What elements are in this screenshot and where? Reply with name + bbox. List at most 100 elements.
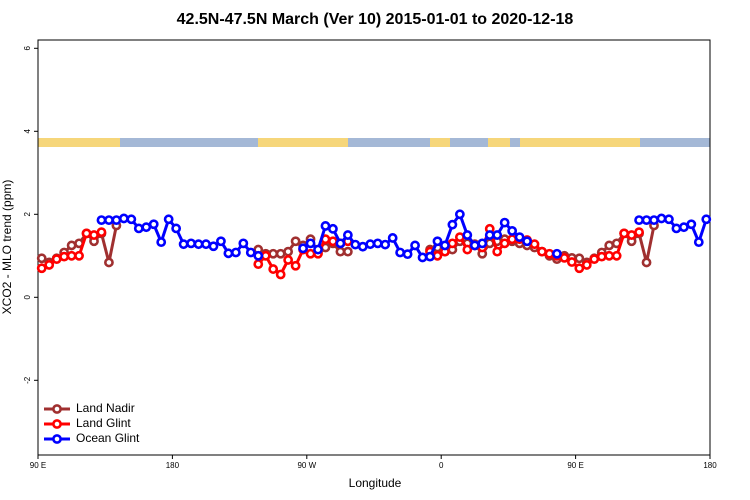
data-point [51, 254, 62, 265]
data-point [440, 240, 450, 251]
data-point [171, 223, 182, 234]
data-point [275, 269, 286, 280]
x-tick-label: 90 E [30, 461, 46, 470]
data-point [462, 244, 473, 255]
x-tick-label: 90 E [567, 461, 583, 470]
data-point [208, 241, 219, 252]
data-point [537, 246, 547, 257]
data-point [432, 250, 443, 261]
land-strip [430, 138, 450, 147]
data-point [671, 223, 682, 234]
data-point [290, 260, 301, 271]
plot-frame [37, 39, 711, 456]
data-point [104, 257, 114, 268]
data-point [36, 263, 47, 274]
legend-label: Land Glint [76, 416, 131, 430]
x-tick-label: 90 W [297, 461, 316, 470]
data-point [216, 236, 226, 247]
data-point [328, 223, 338, 234]
data-point [126, 214, 137, 225]
data-point [96, 227, 107, 238]
data-point [507, 234, 518, 245]
data-point [118, 213, 129, 224]
data-point [559, 252, 570, 263]
data-point [552, 248, 562, 259]
data-point [283, 255, 294, 265]
data-point [335, 246, 346, 257]
data-point [283, 246, 294, 257]
data-point [104, 215, 114, 226]
data-point [574, 253, 585, 264]
data-point [36, 253, 47, 264]
data-point [186, 238, 196, 249]
data-point [111, 215, 122, 226]
series [96, 209, 712, 263]
data-point [566, 257, 577, 267]
data-point [514, 232, 525, 243]
data-point [81, 228, 92, 239]
data-point [148, 219, 159, 230]
data-point [417, 252, 428, 263]
ocean-strip [38, 138, 710, 147]
data-point [499, 217, 510, 228]
data-point [335, 238, 346, 249]
data-point [693, 237, 704, 248]
y-tick-label: 0 [23, 295, 32, 300]
land-strip [520, 138, 640, 147]
data-point [619, 228, 630, 239]
data-point [193, 239, 204, 250]
data-point [96, 215, 107, 226]
data-point [574, 263, 585, 274]
data-point [462, 230, 473, 240]
data-point [372, 238, 383, 249]
data-point [350, 239, 361, 250]
data-point [402, 249, 413, 260]
land-strip [258, 138, 348, 147]
data-point [253, 250, 264, 261]
data-point [305, 238, 316, 249]
data-point [395, 247, 406, 258]
data-point [66, 240, 77, 251]
data-point [268, 248, 279, 259]
data-point [365, 239, 376, 250]
data-point [201, 239, 211, 250]
data-point [305, 248, 316, 259]
data-point [641, 257, 652, 268]
data-point [447, 238, 458, 249]
x-tick-label: 180 [703, 461, 717, 470]
data-point [641, 215, 652, 226]
data-point [477, 238, 488, 249]
data-point [260, 250, 271, 261]
data-point [499, 238, 510, 249]
data-point [492, 230, 503, 240]
data-point [469, 240, 480, 251]
legend-label: Land Nadir [76, 401, 135, 415]
data-point [447, 219, 458, 230]
data-point [74, 250, 84, 261]
data-point [387, 233, 398, 243]
data-point [328, 236, 338, 247]
data-point [492, 246, 503, 257]
legend-marker [52, 419, 62, 429]
data-point [223, 248, 234, 259]
data-point [522, 236, 532, 247]
y-tick-label: 6 [23, 46, 32, 51]
data-point [44, 260, 55, 270]
data-point [357, 241, 368, 252]
data-point [432, 236, 443, 247]
data-point [290, 236, 301, 247]
data-point [342, 246, 353, 257]
land-strip [488, 138, 510, 147]
data-point [484, 230, 495, 240]
data-point [604, 240, 615, 251]
data-point [634, 227, 644, 238]
data-point [634, 215, 644, 226]
data-point [686, 219, 697, 230]
data-point [507, 225, 518, 236]
data-point [410, 240, 420, 251]
data-point [454, 232, 465, 243]
legend-marker [52, 434, 62, 444]
data-point [701, 214, 712, 225]
data-point [529, 239, 540, 250]
